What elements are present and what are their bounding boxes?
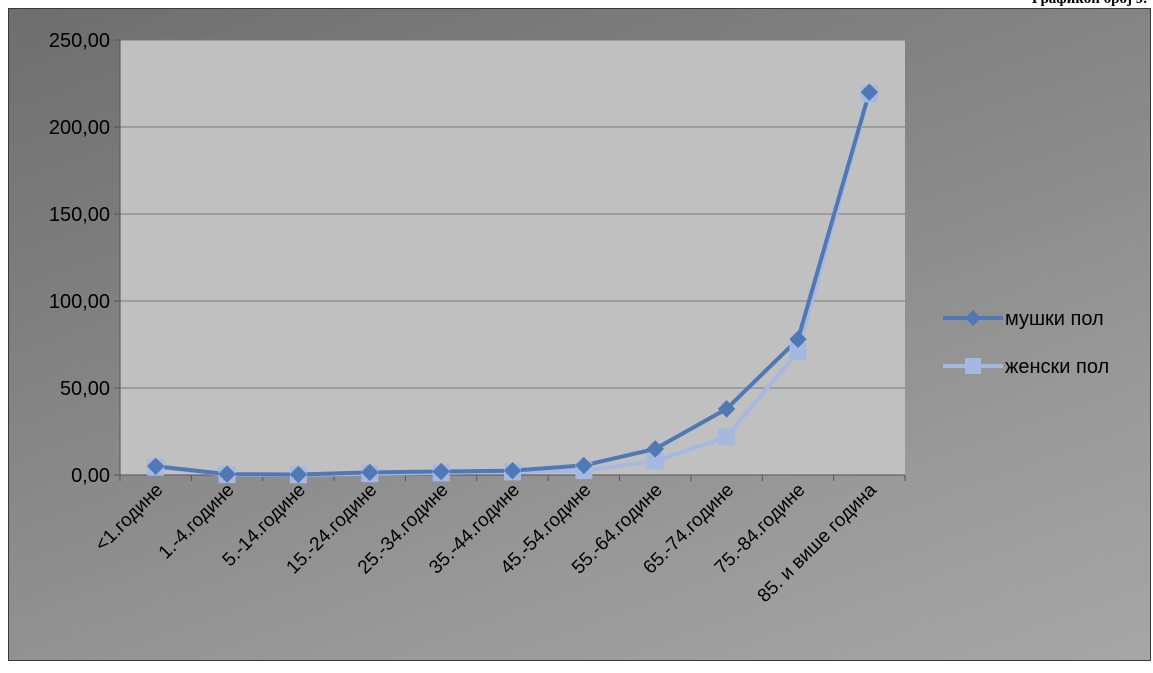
- legend-label: мушки пол: [1005, 308, 1104, 330]
- y-tick-label: 150,00: [49, 204, 110, 226]
- data-point-marker: [361, 463, 379, 482]
- y-tick-label: 200,00: [49, 117, 110, 139]
- chart-caption: Графикон број 9.: [1032, 0, 1147, 8]
- legend-marker: [965, 358, 981, 374]
- x-tick-label: <1.године: [91, 480, 167, 556]
- x-tick-label: 85. и више година: [754, 479, 881, 606]
- data-point-marker: [717, 400, 736, 418]
- y-tick-label: 50,00: [60, 378, 110, 400]
- plot-area: [120, 40, 905, 475]
- y-tick-label: 0,00: [71, 465, 110, 487]
- data-point-marker: [860, 83, 879, 101]
- y-tick-label: 250,00: [49, 30, 110, 52]
- legend-label: женски пол: [1005, 356, 1109, 378]
- data-point-marker: [218, 465, 236, 483]
- data-point-marker: [718, 428, 736, 446]
- data-point-marker: [432, 462, 450, 481]
- data-point-marker: [646, 440, 664, 458]
- data-point-marker: [289, 465, 308, 484]
- y-tick-label: 100,00: [49, 291, 110, 313]
- data-point-marker: [146, 457, 165, 476]
- data-point-marker: [789, 330, 807, 348]
- data-point-marker: [575, 456, 593, 475]
- legend-marker: [965, 310, 981, 326]
- data-point-marker: [503, 461, 522, 480]
